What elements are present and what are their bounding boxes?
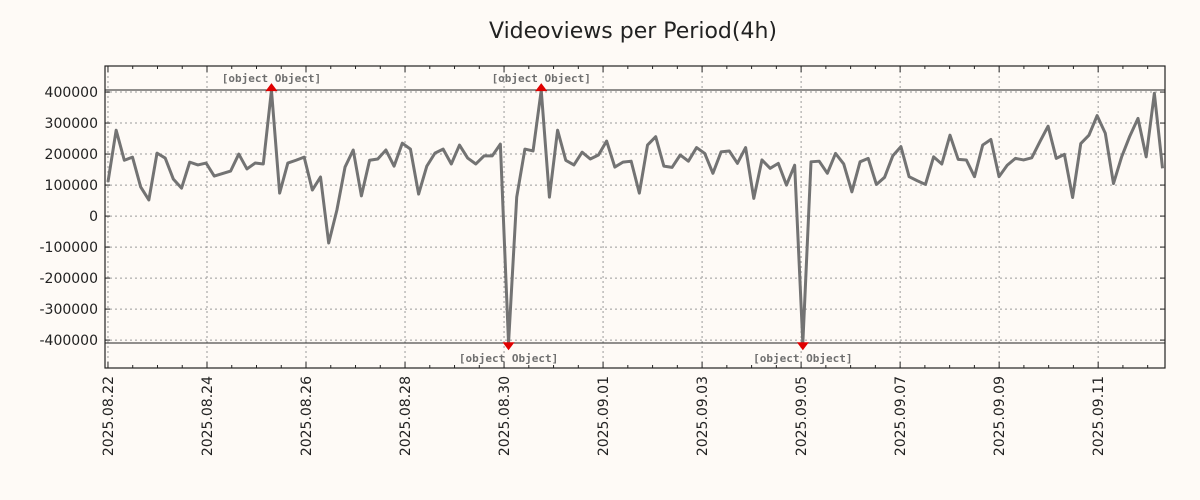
x-tick-label: 2025.08.24 bbox=[200, 376, 216, 456]
y-tick-label: -300000 bbox=[40, 302, 99, 318]
x-axis: 2025.08.22 2025.08.24 2025.08.26 2025.08.28… bbox=[101, 66, 1149, 456]
peak-marker bbox=[535, 83, 548, 92]
annotations: [object Object] [object Object] [object Ob… bbox=[222, 72, 853, 365]
y-tick-label: 100000 bbox=[45, 178, 98, 194]
y-axis: -400000 -300000 -200000 -100000 0 100000 20000… bbox=[40, 85, 1165, 349]
trough-label: [object Object] bbox=[459, 352, 558, 365]
grid bbox=[105, 66, 1165, 368]
x-tick-label: 2025.09.05 bbox=[794, 376, 810, 456]
peak-marker bbox=[265, 83, 278, 92]
y-tick-label: 0 bbox=[89, 209, 98, 225]
plot-frame bbox=[104, 65, 1166, 369]
x-tick-label: 2025.08.28 bbox=[398, 376, 414, 456]
x-tick-label: 2025.09.01 bbox=[596, 376, 612, 456]
y-tick-label: -100000 bbox=[40, 240, 99, 256]
chart-title: Videoviews per Period(4h) bbox=[489, 19, 777, 44]
y-tick-label: 200000 bbox=[45, 147, 98, 163]
peak-label: [object Object] bbox=[492, 72, 591, 85]
x-tick-label: 2025.08.26 bbox=[299, 376, 315, 456]
y-tick-label: -400000 bbox=[40, 333, 99, 349]
x-tick-label: 2025.09.03 bbox=[695, 376, 711, 456]
peak-label: [object Object] bbox=[222, 72, 321, 85]
x-tick-label: 2025.08.22 bbox=[101, 376, 117, 456]
trough-marker bbox=[796, 342, 809, 351]
series bbox=[106, 88, 1165, 345]
y-tick-label: 400000 bbox=[45, 85, 98, 101]
y-tick-label: -200000 bbox=[40, 271, 99, 287]
x-tick-label: 2025.09.11 bbox=[1091, 376, 1107, 456]
series-line bbox=[106, 88, 1165, 345]
y-tick-label: 300000 bbox=[45, 116, 98, 132]
x-tick-label: 2025.08.30 bbox=[497, 376, 513, 456]
x-tick-label: 2025.09.09 bbox=[992, 376, 1008, 456]
trough-label: [object Object] bbox=[753, 352, 852, 365]
x-tick-label: 2025.09.07 bbox=[893, 376, 909, 456]
trough-marker bbox=[502, 342, 515, 351]
